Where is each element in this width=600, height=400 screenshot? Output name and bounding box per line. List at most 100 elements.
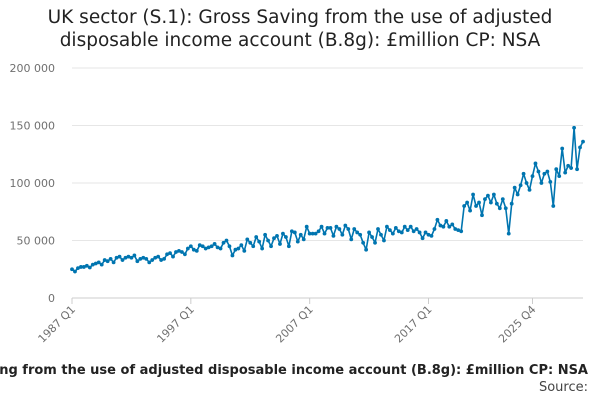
data-point-172[interactable] — [581, 139, 585, 144]
data-point-82[interactable] — [313, 231, 318, 236]
data-point-44[interactable] — [200, 244, 205, 249]
data-point-112[interactable] — [402, 224, 407, 229]
data-point-23[interactable] — [138, 257, 143, 261]
data-point-41[interactable] — [191, 247, 196, 252]
data-point-71[interactable] — [281, 231, 285, 236]
data-point-166[interactable] — [563, 170, 568, 175]
data-point-78[interactable] — [301, 237, 306, 242]
data-point-46[interactable] — [206, 245, 211, 250]
data-point-9[interactable] — [96, 260, 101, 265]
data-point-59[interactable] — [245, 237, 250, 242]
data-point-47[interactable] — [209, 244, 214, 249]
data-point-159[interactable] — [542, 171, 547, 176]
data-point-51[interactable] — [221, 240, 226, 245]
data-point-135[interactable] — [471, 192, 475, 197]
data-point-33[interactable] — [168, 251, 172, 256]
data-point-126[interactable] — [444, 219, 449, 223]
data-point-69[interactable] — [275, 234, 279, 238]
data-point-169[interactable] — [572, 125, 576, 130]
data-point-127[interactable] — [447, 224, 452, 229]
data-point-117[interactable] — [417, 230, 422, 235]
data-point-147[interactable] — [506, 231, 511, 236]
data-point-37[interactable] — [180, 250, 184, 254]
data-point-57[interactable] — [239, 243, 244, 248]
data-point-162[interactable] — [551, 204, 556, 208]
data-point-36[interactable] — [177, 248, 181, 253]
data-point-168[interactable] — [569, 166, 574, 170]
data-point-152[interactable] — [521, 171, 526, 176]
data-point-156[interactable] — [533, 161, 538, 166]
data-point-143[interactable] — [494, 201, 499, 206]
data-point-28[interactable] — [153, 255, 158, 260]
data-point-116[interactable] — [414, 227, 419, 231]
data-point-155[interactable] — [530, 174, 535, 179]
data-point-80[interactable] — [307, 231, 312, 236]
data-point-12[interactable] — [105, 259, 110, 264]
data-point-62[interactable] — [254, 235, 259, 239]
data-point-136[interactable] — [474, 204, 478, 208]
data-point-96[interactable] — [355, 230, 360, 235]
data-point-30[interactable] — [159, 258, 164, 262]
data-point-170[interactable] — [575, 167, 579, 172]
data-point-129[interactable] — [453, 227, 458, 231]
data-point-153[interactable] — [524, 181, 529, 185]
data-point-111[interactable] — [399, 230, 404, 235]
data-point-49[interactable] — [215, 245, 220, 250]
data-point-123[interactable] — [435, 217, 440, 222]
data-point-125[interactable] — [441, 224, 446, 229]
data-point-102[interactable] — [373, 240, 377, 245]
data-point-70[interactable] — [278, 242, 282, 246]
data-point-114[interactable] — [408, 224, 413, 229]
data-point-64[interactable] — [260, 246, 265, 251]
data-point-92[interactable] — [343, 223, 348, 228]
data-point-63[interactable] — [257, 239, 262, 244]
data-point-163[interactable] — [554, 167, 559, 172]
data-point-25[interactable] — [144, 257, 149, 261]
data-point-139[interactable] — [483, 197, 487, 202]
data-point-40[interactable] — [188, 244, 193, 249]
data-point-146[interactable] — [503, 206, 508, 211]
data-point-87[interactable] — [328, 225, 333, 230]
data-point-48[interactable] — [212, 242, 217, 246]
data-point-131[interactable] — [459, 229, 464, 234]
data-point-161[interactable] — [548, 179, 553, 184]
data-point-10[interactable] — [99, 262, 104, 267]
data-point-104[interactable] — [379, 232, 383, 237]
data-point-101[interactable] — [370, 235, 374, 239]
data-point-60[interactable] — [248, 240, 253, 245]
data-point-27[interactable] — [150, 258, 155, 262]
data-point-138[interactable] — [480, 213, 484, 218]
data-point-77[interactable] — [298, 232, 303, 237]
data-point-31[interactable] — [162, 257, 167, 261]
data-point-120[interactable] — [426, 232, 431, 237]
data-point-90[interactable] — [337, 227, 342, 231]
data-point-142[interactable] — [491, 192, 496, 197]
data-point-95[interactable] — [352, 227, 357, 231]
data-point-74[interactable] — [289, 229, 294, 234]
data-point-121[interactable] — [429, 234, 434, 238]
data-point-26[interactable] — [147, 260, 152, 265]
data-point-65[interactable] — [263, 232, 268, 237]
data-point-32[interactable] — [165, 252, 169, 257]
data-point-81[interactable] — [310, 231, 315, 236]
data-point-0[interactable] — [70, 267, 74, 272]
data-point-167[interactable] — [566, 163, 571, 168]
data-point-137[interactable] — [477, 200, 481, 205]
data-point-108[interactable] — [390, 231, 395, 236]
data-point-83[interactable] — [316, 229, 321, 234]
data-point-118[interactable] — [420, 236, 425, 241]
data-point-149[interactable] — [512, 185, 517, 190]
data-point-35[interactable] — [174, 250, 178, 254]
data-point-124[interactable] — [438, 223, 443, 228]
data-point-154[interactable] — [527, 188, 532, 192]
data-point-29[interactable] — [156, 254, 161, 259]
data-point-54[interactable] — [230, 253, 235, 258]
data-point-98[interactable] — [361, 240, 366, 245]
data-point-24[interactable] — [141, 255, 146, 260]
data-point-144[interactable] — [497, 206, 502, 211]
data-point-94[interactable] — [349, 237, 354, 242]
data-point-133[interactable] — [465, 200, 470, 205]
data-point-52[interactable] — [224, 238, 229, 243]
data-point-15[interactable] — [114, 255, 119, 260]
data-point-150[interactable] — [515, 192, 520, 197]
